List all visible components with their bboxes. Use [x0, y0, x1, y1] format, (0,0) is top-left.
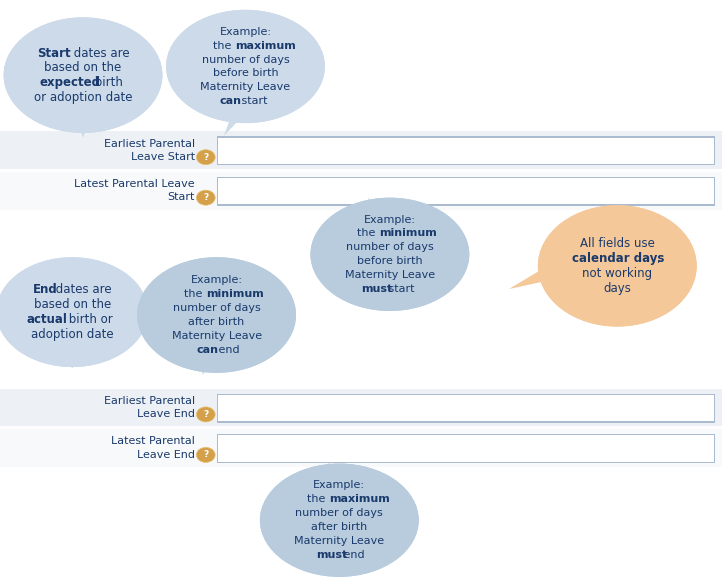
- Bar: [218, 138, 713, 164]
- Bar: [217, 434, 715, 463]
- Bar: [217, 394, 715, 423]
- Ellipse shape: [260, 464, 419, 577]
- Ellipse shape: [538, 205, 697, 327]
- Polygon shape: [74, 113, 92, 138]
- Text: ?: ?: [203, 153, 209, 162]
- Text: ?: ?: [203, 410, 209, 419]
- Text: expected: expected: [40, 76, 100, 89]
- Text: Example:: Example:: [313, 480, 365, 491]
- Text: Latest Parental Leave
Start: Latest Parental Leave Start: [74, 179, 195, 202]
- Text: the: the: [357, 228, 379, 239]
- Circle shape: [196, 447, 215, 462]
- Text: Maternity Leave: Maternity Leave: [172, 331, 261, 341]
- Text: Example:: Example:: [219, 27, 271, 37]
- Text: before birth: before birth: [213, 68, 278, 79]
- Text: actual: actual: [26, 313, 67, 326]
- Text: based on the: based on the: [45, 61, 121, 74]
- Text: Maternity Leave: Maternity Leave: [295, 536, 384, 546]
- Polygon shape: [329, 462, 349, 483]
- Ellipse shape: [0, 257, 148, 367]
- Text: after birth: after birth: [311, 522, 367, 532]
- Bar: [0, 172, 722, 209]
- Polygon shape: [202, 353, 226, 375]
- Bar: [0, 429, 722, 467]
- Text: maximum: maximum: [329, 494, 390, 505]
- Text: dates are: dates are: [70, 46, 129, 60]
- Text: can: can: [219, 96, 242, 106]
- Text: the: the: [307, 494, 329, 505]
- Circle shape: [196, 190, 215, 205]
- Bar: [218, 395, 713, 421]
- Ellipse shape: [4, 17, 162, 133]
- Ellipse shape: [260, 464, 419, 577]
- Ellipse shape: [137, 257, 296, 373]
- Bar: [0, 132, 722, 169]
- Text: birth: birth: [91, 76, 123, 89]
- Text: must: must: [361, 284, 392, 294]
- Text: minimum: minimum: [380, 228, 438, 239]
- Text: minimum: minimum: [206, 289, 264, 299]
- Text: number of days: number of days: [201, 54, 290, 65]
- Text: before birth: before birth: [357, 256, 422, 266]
- Text: birth or: birth or: [65, 313, 113, 326]
- Bar: [218, 435, 713, 462]
- Text: number of days: number of days: [346, 242, 434, 253]
- Bar: [218, 178, 713, 205]
- Text: number of days: number of days: [295, 508, 383, 518]
- Text: the: the: [213, 40, 235, 51]
- Text: must: must: [316, 550, 347, 560]
- Ellipse shape: [310, 198, 469, 311]
- Ellipse shape: [137, 257, 296, 373]
- Text: calendar days: calendar days: [572, 252, 664, 265]
- Polygon shape: [63, 348, 82, 369]
- Text: the: the: [184, 289, 206, 299]
- Polygon shape: [368, 197, 399, 291]
- Bar: [217, 177, 715, 206]
- Ellipse shape: [310, 198, 469, 311]
- Text: start: start: [386, 284, 415, 294]
- Ellipse shape: [538, 205, 697, 327]
- Text: Example:: Example:: [191, 275, 243, 286]
- Text: All fields use: All fields use: [580, 237, 655, 250]
- Ellipse shape: [4, 17, 162, 133]
- Text: number of days: number of days: [173, 303, 261, 313]
- Text: days: days: [604, 281, 631, 295]
- Text: dates are: dates are: [53, 283, 112, 297]
- Text: start: start: [238, 96, 267, 106]
- Text: not working: not working: [582, 267, 653, 280]
- Text: ?: ?: [203, 193, 209, 202]
- Text: Earliest Parental
Leave Start: Earliest Parental Leave Start: [104, 139, 195, 162]
- Ellipse shape: [166, 10, 325, 123]
- Ellipse shape: [0, 257, 148, 367]
- Text: ,: ,: [656, 252, 661, 265]
- Text: Maternity Leave: Maternity Leave: [345, 270, 435, 280]
- Text: after birth: after birth: [188, 317, 245, 327]
- Text: End: End: [33, 283, 58, 297]
- Text: maximum: maximum: [235, 40, 296, 51]
- Polygon shape: [224, 103, 255, 136]
- Text: Earliest Parental
Leave End: Earliest Parental Leave End: [104, 396, 195, 419]
- Circle shape: [196, 407, 215, 422]
- Text: Latest Parental
Leave End: Latest Parental Leave End: [111, 436, 195, 460]
- Text: Start: Start: [38, 46, 71, 60]
- Text: or adoption date: or adoption date: [34, 91, 132, 104]
- Text: end: end: [341, 550, 365, 560]
- Bar: [0, 389, 722, 427]
- Text: Maternity Leave: Maternity Leave: [201, 82, 290, 92]
- Ellipse shape: [166, 10, 325, 123]
- Circle shape: [196, 150, 215, 165]
- Bar: [217, 136, 715, 165]
- Text: Example:: Example:: [364, 214, 416, 225]
- Polygon shape: [509, 255, 566, 289]
- Text: ?: ?: [203, 450, 209, 460]
- Text: end: end: [214, 344, 239, 355]
- Text: adoption date: adoption date: [31, 328, 113, 341]
- Text: can: can: [196, 344, 218, 355]
- Text: based on the: based on the: [34, 298, 110, 311]
